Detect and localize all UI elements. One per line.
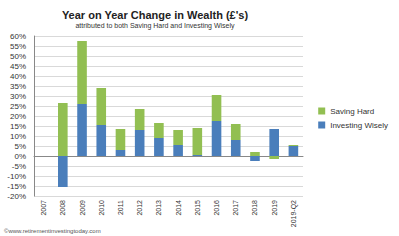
svg-text:2008: 2008 <box>59 200 66 216</box>
svg-text:2019: 2019 <box>271 200 278 216</box>
svg-text:Year on Year Change in Wealth: Year on Year Change in Wealth (£'s) <box>62 9 249 21</box>
svg-text:25%: 25% <box>10 102 26 111</box>
svg-text:2012: 2012 <box>136 200 143 216</box>
svg-text:30%: 30% <box>10 92 26 101</box>
svg-text:2016: 2016 <box>213 200 220 216</box>
svg-text:2015: 2015 <box>194 200 201 216</box>
svg-text:2009: 2009 <box>79 200 86 216</box>
svg-text:15%: 15% <box>10 122 26 131</box>
svg-text:45%: 45% <box>10 62 26 71</box>
svg-text:2013: 2013 <box>155 200 162 216</box>
svg-text:40%: 40% <box>10 72 26 81</box>
svg-text:2014: 2014 <box>175 200 182 216</box>
svg-text:20%: 20% <box>10 112 26 121</box>
svg-text:2019-Q2: 2019-Q2 <box>290 200 298 227</box>
svg-text:-15%: -15% <box>7 182 26 191</box>
svg-text:Saving Hard: Saving Hard <box>330 107 374 116</box>
svg-text:5%: 5% <box>14 142 26 151</box>
svg-text:©www.retirementinvestingtoday.: ©www.retirementinvestingtoday.com <box>4 228 101 234</box>
svg-text:-10%: -10% <box>7 172 26 181</box>
svg-text:-20%: -20% <box>7 192 26 201</box>
svg-text:2017: 2017 <box>232 200 239 216</box>
svg-text:0%: 0% <box>14 152 26 161</box>
svg-text:2011: 2011 <box>117 200 124 215</box>
svg-text:2007: 2007 <box>40 200 47 216</box>
svg-text:-5%: -5% <box>12 162 26 171</box>
svg-text:55%: 55% <box>10 42 26 51</box>
svg-text:attributed to both Saving Hard: attributed to both Saving Hard and Inves… <box>75 22 235 30</box>
svg-text:Investing Wisely: Investing Wisely <box>330 121 388 130</box>
svg-text:60%: 60% <box>10 32 26 41</box>
svg-text:2018: 2018 <box>251 200 258 216</box>
svg-text:35%: 35% <box>10 82 26 91</box>
svg-text:10%: 10% <box>10 132 26 141</box>
svg-text:2010: 2010 <box>98 200 105 216</box>
svg-text:50%: 50% <box>10 52 26 61</box>
